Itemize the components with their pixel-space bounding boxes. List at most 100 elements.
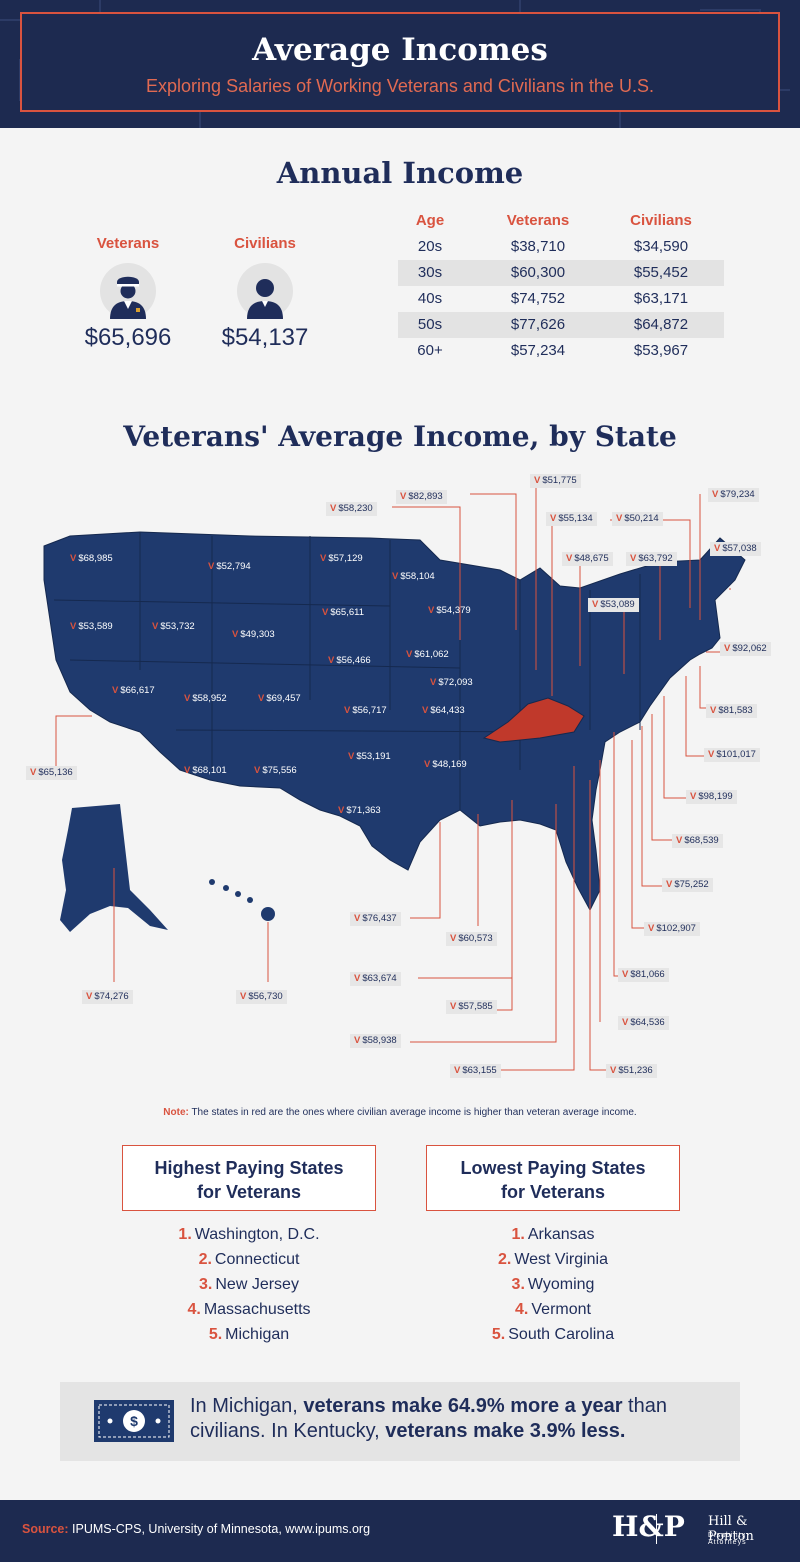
rank-name: Connecticut — [214, 1251, 300, 1268]
state-income-value: $75,252 — [674, 879, 709, 890]
veteran-prefix: V — [86, 991, 93, 1002]
veteran-prefix: V — [30, 767, 37, 778]
state-income-value: $92,062 — [732, 643, 767, 654]
hawaii-shape — [209, 879, 275, 921]
state-value-label: V $82,893 — [396, 490, 447, 504]
veteran-prefix: V — [354, 913, 361, 924]
veteran-prefix: V — [422, 705, 429, 716]
veteran-prefix: V — [724, 643, 731, 654]
veterans-value: $65,696 — [84, 324, 172, 351]
state-value-label: V $56,730 — [236, 990, 287, 1004]
state-income-value: $51,775 — [542, 475, 577, 486]
veteran-prefix: V — [622, 1017, 629, 1028]
logo-separator — [656, 1514, 657, 1544]
veteran-prefix: V — [712, 489, 719, 500]
state-value-label: V $53,732 — [148, 620, 199, 634]
list-item: 4. Vermont — [426, 1300, 680, 1325]
soldier-icon — [100, 263, 156, 319]
state-value-label: V $81,066 — [618, 968, 669, 982]
list-item: 2. Connecticut — [122, 1250, 376, 1275]
veteran-prefix: V — [622, 969, 629, 980]
veterans-label: Veterans — [96, 235, 160, 252]
state-value-label: V $65,611 — [318, 606, 368, 620]
state-value-label: V $48,675 — [562, 552, 613, 566]
state-income-value: $53,732 — [160, 621, 195, 632]
state-income-value: $60,573 — [458, 933, 493, 944]
list-item: 5. South Carolina — [426, 1325, 680, 1350]
company-logo: H&P Hill & Ponton Disability Attorneys — [612, 1510, 782, 1552]
veteran-prefix: V — [430, 677, 437, 688]
lowest-paying-box: Lowest Paying States for Veterans — [426, 1145, 680, 1211]
state-income-value: $79,234 — [720, 489, 755, 500]
veteran-prefix: V — [616, 513, 623, 524]
state-income-value: $63,155 — [462, 1065, 497, 1076]
table-cell: $74,752 — [510, 290, 566, 307]
rank-number: 5. — [491, 1326, 506, 1343]
source-detail: IPUMS-CPS, University of Minnesota, www.… — [68, 1522, 371, 1536]
kentucky-shape — [482, 697, 585, 743]
state-income-value: $56,717 — [352, 705, 387, 716]
veteran-prefix: V — [550, 513, 557, 524]
callout-box: $ In Michigan, veterans make 64.9% more … — [60, 1382, 740, 1461]
veteran-prefix: V — [330, 503, 337, 514]
veteran-prefix: V — [428, 605, 435, 616]
state-income-value: $63,674 — [362, 973, 397, 984]
veteran-prefix: V — [392, 571, 399, 582]
map-title: Veterans' Average Income, by State — [123, 420, 677, 453]
table-cell: $34,590 — [633, 238, 689, 255]
note-text: The states in red are the ones where civ… — [191, 1107, 637, 1118]
state-income-value: $71,363 — [346, 805, 381, 816]
rank-name: Arkansas — [527, 1226, 595, 1243]
veteran-prefix: V — [348, 751, 355, 762]
state-value-label: V $57,038 — [710, 542, 761, 556]
rank-number: 4. — [515, 1301, 529, 1318]
veteran-prefix: V — [406, 649, 413, 660]
table-cell: $60,300 — [510, 264, 566, 281]
veteran-prefix: V — [258, 693, 265, 704]
rank-name: Vermont — [531, 1301, 591, 1318]
logo-mark: H&P — [612, 1510, 685, 1543]
state-income-value: $58,952 — [192, 693, 227, 704]
lowest-title-line2: for Veterans — [500, 1182, 606, 1202]
state-income-value: $57,585 — [458, 1001, 493, 1012]
state-value-label: V $64,433 — [418, 704, 469, 718]
header-box: Average Incomes Exploring Salaries of Wo… — [20, 12, 780, 112]
veteran-prefix: V — [184, 693, 191, 704]
rank-name: South Carolina — [508, 1326, 615, 1343]
rank-number: 3. — [199, 1276, 213, 1293]
state-value-label: V $69,457 — [254, 692, 305, 706]
state-value-label: V $68,101 — [180, 764, 231, 778]
note-label: Note: — [163, 1107, 189, 1118]
state-value-label: V $53,089 — [588, 598, 639, 612]
veteran-prefix: V — [112, 685, 119, 696]
state-income-value: $75,556 — [262, 765, 297, 776]
rank-name: West Virginia — [514, 1251, 608, 1268]
highest-title-line2: for Veterans — [196, 1182, 302, 1202]
footer: Source: IPUMS-CPS, University of Minneso… — [0, 1500, 800, 1562]
rank-number: 1. — [178, 1226, 192, 1243]
table-header-age: Age — [415, 212, 445, 229]
callout-text-2: than civilians. In Kentucky, — [190, 1395, 667, 1442]
veteran-prefix: V — [240, 991, 247, 1002]
state-income-value: $56,466 — [336, 655, 371, 666]
state-income-value: $57,038 — [722, 543, 757, 554]
table-cell: 40s — [417, 290, 443, 307]
veteran-prefix: V — [354, 973, 361, 984]
state-value-label: V $75,252 — [662, 878, 713, 892]
list-item: 5. Michigan — [122, 1325, 376, 1350]
state-income-value: $58,104 — [400, 571, 435, 582]
veteran-prefix: V — [208, 561, 215, 572]
source-text: Source: IPUMS-CPS, University of Minneso… — [22, 1522, 370, 1536]
state-income-value: $65,136 — [38, 767, 73, 778]
table-cell: $77,626 — [510, 316, 566, 333]
map-note: Note: The states in red are the ones whe… — [0, 1107, 800, 1118]
state-income-value: $81,066 — [630, 969, 665, 980]
veteran-prefix: V — [592, 599, 599, 610]
rank-name: Wyoming — [527, 1276, 595, 1293]
veteran-prefix: V — [184, 765, 191, 776]
state-value-label: V $54,379 — [424, 604, 475, 618]
lowest-list: 1. Arkansas 2. West Virginia 3. Wyoming 4. V… — [426, 1225, 680, 1350]
state-income-value: $53,589 — [78, 621, 113, 632]
list-item: 3. New Jersey — [122, 1275, 376, 1300]
table-row: 40s $74,752 $63,171 — [398, 286, 724, 312]
